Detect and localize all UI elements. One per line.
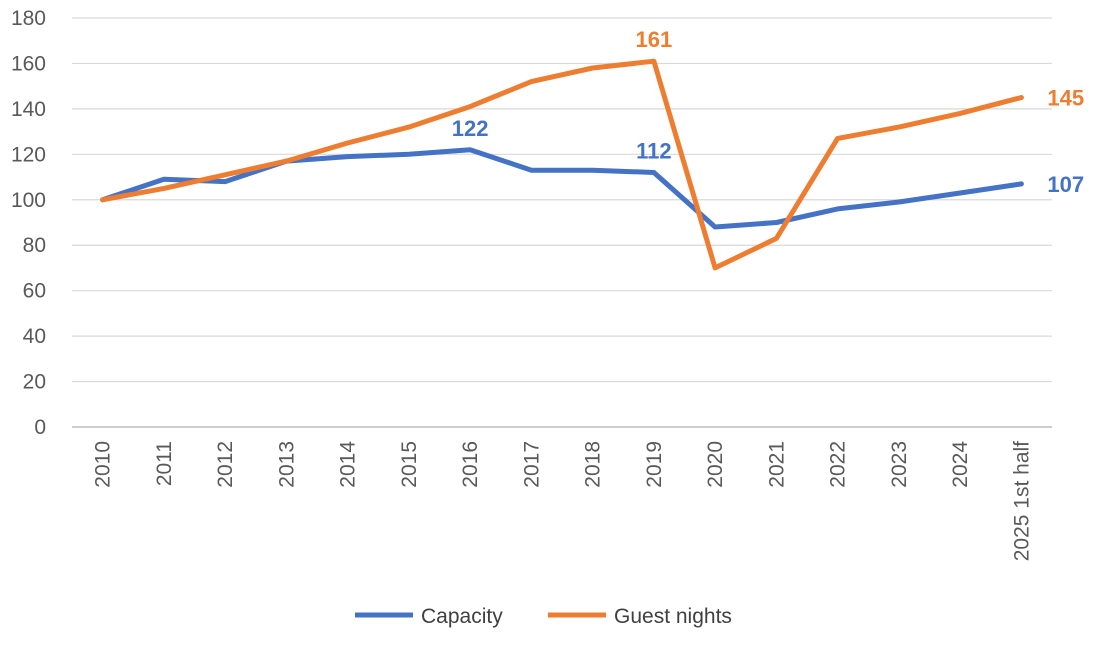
data-label: 161 [636,27,673,52]
data-label: 145 [1047,86,1084,111]
y-tick-label: 0 [34,416,46,439]
x-tick-label: 2023 [888,441,911,488]
x-tick-label: 2018 [582,441,605,488]
y-axis-ticks: 0 20 40 60 80 100 120 140 160 180 [11,7,46,439]
data-label: 107 [1047,172,1084,197]
legend: Capacity Guest nights [355,605,732,628]
x-tick-label: 2010 [92,441,115,488]
x-tick-label: 2012 [214,441,237,488]
y-tick-label: 120 [11,143,46,166]
data-label: 122 [452,116,489,141]
x-tick-label: 2022 [827,441,850,488]
gridlines [72,17,1052,428]
x-tick-label: 2015 [398,441,421,488]
x-tick-label: 2019 [643,441,666,488]
y-tick-label: 80 [23,234,46,257]
x-tick-label: 2017 [520,441,543,488]
y-tick-label: 20 [23,371,46,394]
legend-label: Guest nights [614,605,732,628]
y-tick-label: 180 [11,7,46,30]
x-tick-label: 2011 [153,441,176,486]
data-labels: 122 112 107 161 145 [452,27,1084,197]
x-tick-label: 2013 [275,441,298,488]
legend-label: Capacity [421,605,503,628]
x-tick-label: 2025 1st half [1010,441,1033,561]
x-tick-label: 2016 [459,441,482,488]
legend-item-capacity: Capacity [355,605,503,628]
y-tick-label: 40 [23,325,46,348]
legend-item-guest-nights: Guest nights [548,605,732,628]
data-label: 112 [636,139,672,164]
series-line-guest-nights [100,58,1024,271]
y-tick-label: 60 [23,280,46,303]
x-tick-label: 2024 [949,441,972,488]
x-tick-label: 2014 [337,441,360,488]
series-lines [100,58,1024,271]
y-tick-label: 160 [11,52,46,75]
x-tick-label: 2021 [765,441,788,488]
series-line-capacity [100,147,1024,230]
y-tick-label: 100 [11,189,46,212]
x-tick-label: 2020 [704,441,727,488]
x-axis-ticks: 2010 2011 2012 2013 2014 2015 2016 2017 2018 2019… [92,441,1034,562]
y-tick-label: 140 [11,98,46,121]
